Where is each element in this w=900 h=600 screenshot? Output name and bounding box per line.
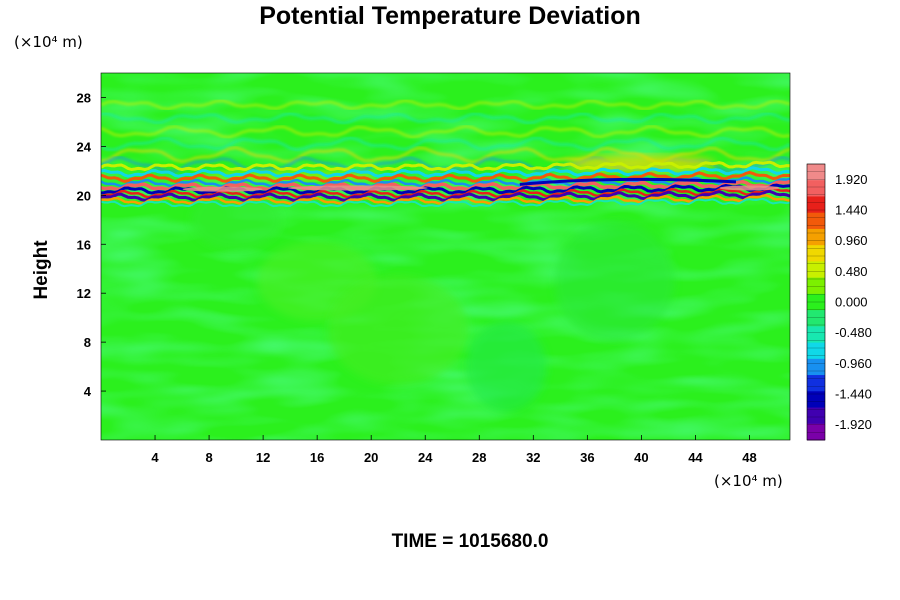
y-axis-ticks: 4 8 12 16 20 24 28 [77,90,106,399]
time-label: TIME = 1015680.0 [391,531,549,552]
x-tick-label: 20 [364,450,378,465]
y-tick-label: 24 [77,139,92,154]
colorbar-tick-label: -1.920 [835,417,872,432]
x-tick-label: 36 [580,450,594,465]
y-tick-label: 8 [84,335,91,350]
colorbar-tick-label: 1.440 [835,203,868,218]
field-texture [101,73,790,440]
x-tick-label: 4 [151,450,159,465]
inversion-band-layer [101,183,790,195]
x-tick-label: 8 [205,450,212,465]
colorbar-tick-label: 0.960 [835,233,868,248]
colorbar-segment [807,326,825,344]
y-tick-label: 16 [77,237,91,252]
colorbar-segment [807,228,825,246]
field-patch [191,189,282,250]
colorbar-segment [807,245,825,262]
colorbar [806,163,826,441]
inversion-band-layer [101,160,790,171]
x-axis-ticks: 4 8 12 16 20 24 28 32 36 40 44 48 [151,435,757,465]
y-tick-label: 12 [77,286,91,301]
colorbar-segment [807,358,825,376]
inversion-band-layer [101,166,790,178]
colorbar-segment [807,212,825,230]
field-patch [328,274,469,385]
band-peak [287,185,428,191]
inversion-band-layer [101,189,790,202]
y-tick-label: 4 [84,384,92,399]
x-tick-label: 48 [742,450,756,465]
colorbar-tick-label: 0.480 [835,264,868,279]
colorbar-segment [807,423,825,441]
y-axis-unit: (×10⁴ m) [14,33,83,51]
colorbar-segment [807,293,825,311]
colorbar-tick-label: 0.000 [835,295,868,310]
band-trough [519,177,737,186]
ripple-band [101,99,790,111]
colorbar-frame [806,163,826,441]
x-tick-label: 28 [472,450,486,465]
y-tick-label: 20 [77,188,91,203]
colorbar-tick-label: 1.920 [835,172,868,187]
x-tick-label: 24 [418,450,433,465]
colorbar-segment [807,375,825,392]
colorbar-segment [807,180,825,197]
band-peak [182,186,263,192]
x-tick-label: 32 [526,450,540,465]
y-tick-label: 28 [77,90,91,105]
x-tick-label: 40 [634,450,648,465]
colorbar-tick-label: -0.480 [835,325,872,340]
ripple-band [101,124,790,139]
plot-frame [100,72,791,441]
colorbar-segment [807,196,825,214]
colorbar-segment [807,391,825,409]
x-axis-unit: (×10⁴ m) [714,472,783,490]
colorbar-tick-label: -1.440 [835,387,872,402]
chart-title: Potential Temperature Deviation [259,2,641,30]
ripple-band [101,111,790,125]
field-patch [466,321,547,412]
x-tick-label: 16 [310,450,324,465]
heatmap-field [101,73,790,440]
colorbar-segment [807,310,825,327]
x-tick-label: 44 [688,450,703,465]
colorbar-segment [807,342,825,360]
colorbar-segment [807,261,825,279]
colorbar-ticks: 1.920 1.440 0.960 0.480 0.000 -0.480 -0.960 -1.… [835,172,872,432]
colorbar-tick-label: -0.960 [835,356,872,371]
colorbar-segment [807,277,825,295]
field-patch [554,220,675,341]
inversion-band-layer [101,198,790,208]
x-tick-label: 12 [256,450,270,465]
band-peak [719,185,780,191]
colorbar-segment [807,407,825,425]
colorbar-segment [807,164,825,181]
ripple-band [101,136,790,152]
warm-patch [566,154,717,173]
